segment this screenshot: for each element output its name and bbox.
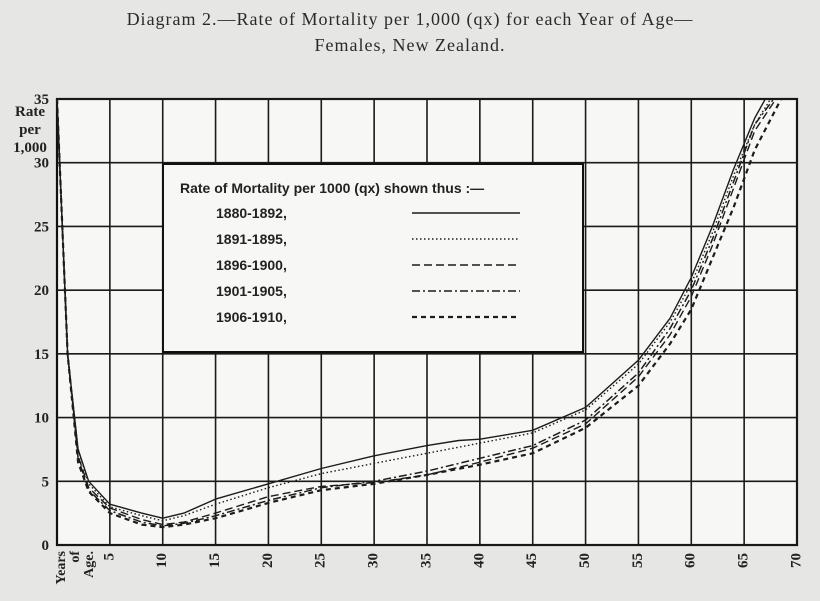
x-tick-label: 70	[788, 553, 804, 568]
x-tick-label: 10	[154, 553, 170, 568]
series-line	[55, 98, 783, 529]
y-tick-label: 35	[34, 92, 49, 108]
x-tick-label: 20	[260, 553, 276, 568]
legend-box	[162, 163, 584, 353]
y-axis-label: Rate per 1,000	[13, 104, 47, 156]
chart-title-line-2: Females, New Zealand.	[314, 35, 506, 55]
chart-title: Diagram 2.—Rate of Mortality per 1,000 (…	[0, 6, 820, 58]
y-tick-label: 20	[34, 283, 49, 299]
chart-series	[55, 98, 783, 529]
x-axis-label: Years of Age.	[54, 550, 97, 584]
x-tick-label: 35	[418, 553, 434, 568]
x-tick-label: 25	[313, 553, 329, 568]
x-tick-label: 50	[577, 553, 593, 568]
x-tick-label: 30	[366, 553, 382, 568]
x-tick-label: 60	[683, 553, 699, 568]
y-axis-label-line: per	[19, 122, 41, 138]
chart-title-line-1: Diagram 2.—Rate of Mortality per 1,000 (…	[126, 9, 694, 29]
chart-legend: Rate of Mortality per 1000 (qx) shown th…	[162, 163, 584, 353]
y-axis-ticks: 0 5 10 15 20 25 30 35	[34, 92, 49, 554]
y-tick-label: 15	[34, 347, 49, 363]
series-line	[56, 98, 772, 522]
series-line	[56, 98, 766, 519]
x-tick-label: 5	[101, 553, 117, 561]
x-tick-label: 55	[630, 553, 646, 568]
y-tick-label: 5	[42, 474, 50, 490]
legend-title: Rate of Mortality per 1000 (qx) shown th…	[180, 180, 484, 196]
y-tick-label: 10	[34, 411, 49, 427]
x-tick-label: 15	[207, 553, 223, 568]
x-tick-label: 45	[524, 553, 540, 568]
x-tick-label: 40	[471, 553, 487, 568]
x-tick-label: 65	[736, 553, 752, 568]
x-axis-ticks: 5 10 15 20 25 30 35 40 45 50 55 60 65 70	[101, 553, 804, 568]
legend-entry-label: 1891-1895,	[216, 231, 287, 247]
y-tick-label: 30	[34, 156, 49, 172]
y-axis-label-line: Rate	[15, 104, 45, 120]
y-axis-label-line: 1,000	[13, 140, 47, 156]
legend-entry-label: 1880-1892,	[216, 205, 287, 221]
y-tick-label: 0	[42, 538, 50, 554]
x-axis-label-word: Age.	[82, 551, 97, 578]
x-axis-label-word: of	[68, 551, 83, 563]
legend-entry-label: 1901-1905,	[216, 283, 287, 299]
legend-entry-label: 1896-1900,	[216, 257, 287, 273]
legend-entry-label: 1906-1910,	[216, 309, 287, 325]
y-tick-label: 25	[34, 219, 49, 235]
x-axis-label-word: Years	[54, 550, 69, 584]
